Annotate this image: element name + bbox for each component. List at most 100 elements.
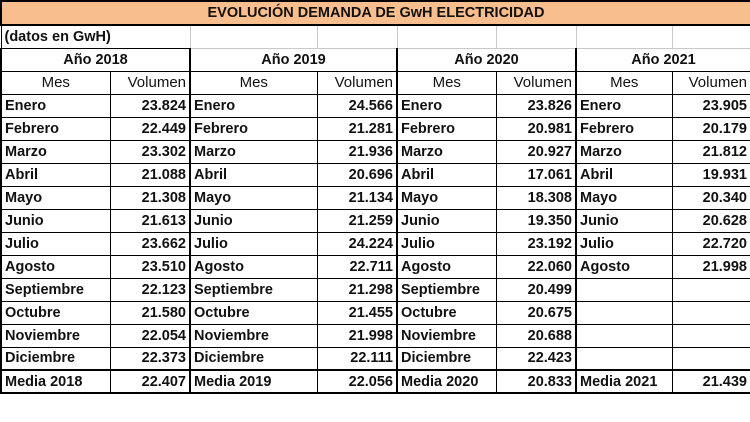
month-cell[interactable]: Febrero bbox=[189, 116, 318, 141]
volume-cell[interactable]: 21.455 bbox=[316, 300, 398, 325]
volume-cell[interactable]: 22.060 bbox=[495, 254, 577, 279]
volume-cell[interactable]: 22.373 bbox=[109, 346, 191, 371]
media-label-cell[interactable]: Media 2019 bbox=[189, 369, 318, 394]
volume-cell[interactable]: 21.998 bbox=[671, 254, 750, 279]
col-header-mes[interactable]: Mes bbox=[575, 70, 673, 95]
media-value-cell[interactable]: 22.407 bbox=[109, 369, 191, 394]
month-cell[interactable]: Noviembre bbox=[0, 323, 111, 348]
month-cell[interactable]: Septiembre bbox=[396, 277, 497, 302]
month-cell[interactable]: Marzo bbox=[575, 139, 673, 164]
month-cell[interactable]: Febrero bbox=[396, 116, 497, 141]
volume-cell[interactable] bbox=[671, 277, 750, 302]
month-cell[interactable]: Octubre bbox=[396, 300, 497, 325]
col-header-volumen[interactable]: Volumen bbox=[109, 70, 191, 95]
volume-cell[interactable] bbox=[671, 346, 750, 371]
month-cell[interactable]: Octubre bbox=[0, 300, 111, 325]
volume-cell[interactable]: 22.123 bbox=[109, 277, 191, 302]
volume-cell[interactable]: 23.662 bbox=[109, 231, 191, 256]
col-header-mes[interactable]: Mes bbox=[189, 70, 318, 95]
media-value-cell[interactable]: 21.439 bbox=[671, 369, 750, 394]
volume-cell[interactable]: 20.981 bbox=[495, 116, 577, 141]
month-cell[interactable] bbox=[575, 346, 673, 371]
volume-cell[interactable]: 19.931 bbox=[671, 162, 750, 187]
volume-cell[interactable]: 21.298 bbox=[316, 277, 398, 302]
volume-cell[interactable]: 20.179 bbox=[671, 116, 750, 141]
month-cell[interactable]: Marzo bbox=[0, 139, 111, 164]
year-header-2021[interactable]: Año 2021 bbox=[575, 47, 750, 72]
month-cell[interactable]: Julio bbox=[189, 231, 318, 256]
month-cell[interactable] bbox=[575, 300, 673, 325]
volume-cell[interactable]: 20.696 bbox=[316, 162, 398, 187]
year-header-2020[interactable]: Año 2020 bbox=[396, 47, 577, 72]
volume-cell[interactable]: 21.088 bbox=[109, 162, 191, 187]
volume-cell[interactable]: 21.259 bbox=[316, 208, 398, 233]
empty-cell[interactable] bbox=[189, 24, 318, 49]
volume-cell[interactable]: 20.499 bbox=[495, 277, 577, 302]
year-header-2019[interactable]: Año 2019 bbox=[189, 47, 398, 72]
volume-cell[interactable]: 22.423 bbox=[495, 346, 577, 371]
month-cell[interactable]: Febrero bbox=[575, 116, 673, 141]
media-label-cell[interactable]: Media 2018 bbox=[0, 369, 111, 394]
col-header-volumen[interactable]: Volumen bbox=[495, 70, 577, 95]
month-cell[interactable]: Agosto bbox=[189, 254, 318, 279]
month-cell[interactable]: Marzo bbox=[396, 139, 497, 164]
volume-cell[interactable]: 23.905 bbox=[671, 93, 750, 118]
month-cell[interactable]: Marzo bbox=[189, 139, 318, 164]
year-header-2018[interactable]: Año 2018 bbox=[0, 47, 191, 72]
month-cell[interactable]: Agosto bbox=[0, 254, 111, 279]
month-cell[interactable]: Enero bbox=[396, 93, 497, 118]
month-cell[interactable]: Mayo bbox=[575, 185, 673, 210]
month-cell[interactable]: Abril bbox=[575, 162, 673, 187]
month-cell[interactable]: Junio bbox=[189, 208, 318, 233]
table-title[interactable]: EVOLUCIÓN DEMANDA DE GwH ELECTRICIDAD bbox=[0, 0, 750, 26]
month-cell[interactable]: Agosto bbox=[575, 254, 673, 279]
volume-cell[interactable]: 21.998 bbox=[316, 323, 398, 348]
volume-cell[interactable] bbox=[671, 323, 750, 348]
units-note[interactable]: (datos en GwH) bbox=[0, 24, 191, 49]
volume-cell[interactable]: 21.134 bbox=[316, 185, 398, 210]
volume-cell[interactable]: 21.936 bbox=[316, 139, 398, 164]
volume-cell[interactable]: 19.350 bbox=[495, 208, 577, 233]
month-cell[interactable]: Julio bbox=[396, 231, 497, 256]
month-cell[interactable]: Enero bbox=[0, 93, 111, 118]
media-value-cell[interactable]: 20.833 bbox=[495, 369, 577, 394]
empty-cell[interactable] bbox=[316, 24, 398, 49]
volume-cell[interactable]: 24.224 bbox=[316, 231, 398, 256]
month-cell[interactable]: Junio bbox=[0, 208, 111, 233]
month-cell[interactable]: Agosto bbox=[396, 254, 497, 279]
volume-cell[interactable]: 18.308 bbox=[495, 185, 577, 210]
month-cell[interactable] bbox=[575, 323, 673, 348]
month-cell[interactable]: Julio bbox=[575, 231, 673, 256]
volume-cell[interactable]: 21.812 bbox=[671, 139, 750, 164]
volume-cell[interactable]: 21.613 bbox=[109, 208, 191, 233]
month-cell[interactable]: Enero bbox=[575, 93, 673, 118]
volume-cell[interactable]: 23.192 bbox=[495, 231, 577, 256]
month-cell[interactable]: Septiembre bbox=[0, 277, 111, 302]
volume-cell[interactable]: 22.111 bbox=[316, 346, 398, 371]
col-header-mes[interactable]: Mes bbox=[0, 70, 111, 95]
volume-cell[interactable]: 22.449 bbox=[109, 116, 191, 141]
media-label-cell[interactable]: Media 2021 bbox=[575, 369, 673, 394]
month-cell[interactable]: Abril bbox=[189, 162, 318, 187]
col-header-volumen[interactable]: Volumen bbox=[316, 70, 398, 95]
volume-cell[interactable]: 22.711 bbox=[316, 254, 398, 279]
col-header-volumen[interactable]: Volumen bbox=[671, 70, 750, 95]
volume-cell[interactable]: 20.688 bbox=[495, 323, 577, 348]
volume-cell[interactable]: 21.308 bbox=[109, 185, 191, 210]
volume-cell[interactable]: 23.302 bbox=[109, 139, 191, 164]
volume-cell[interactable]: 23.826 bbox=[495, 93, 577, 118]
empty-cell[interactable] bbox=[575, 24, 673, 49]
month-cell[interactable]: Abril bbox=[396, 162, 497, 187]
volume-cell[interactable]: 20.927 bbox=[495, 139, 577, 164]
volume-cell[interactable]: 24.566 bbox=[316, 93, 398, 118]
month-cell[interactable]: Mayo bbox=[0, 185, 111, 210]
month-cell[interactable]: Abril bbox=[0, 162, 111, 187]
month-cell[interactable]: Febrero bbox=[0, 116, 111, 141]
month-cell[interactable]: Enero bbox=[189, 93, 318, 118]
month-cell[interactable]: Diciembre bbox=[189, 346, 318, 371]
volume-cell[interactable]: 22.054 bbox=[109, 323, 191, 348]
month-cell[interactable]: Junio bbox=[575, 208, 673, 233]
volume-cell[interactable]: 20.340 bbox=[671, 185, 750, 210]
month-cell[interactable]: Octubre bbox=[189, 300, 318, 325]
month-cell[interactable]: Diciembre bbox=[396, 346, 497, 371]
